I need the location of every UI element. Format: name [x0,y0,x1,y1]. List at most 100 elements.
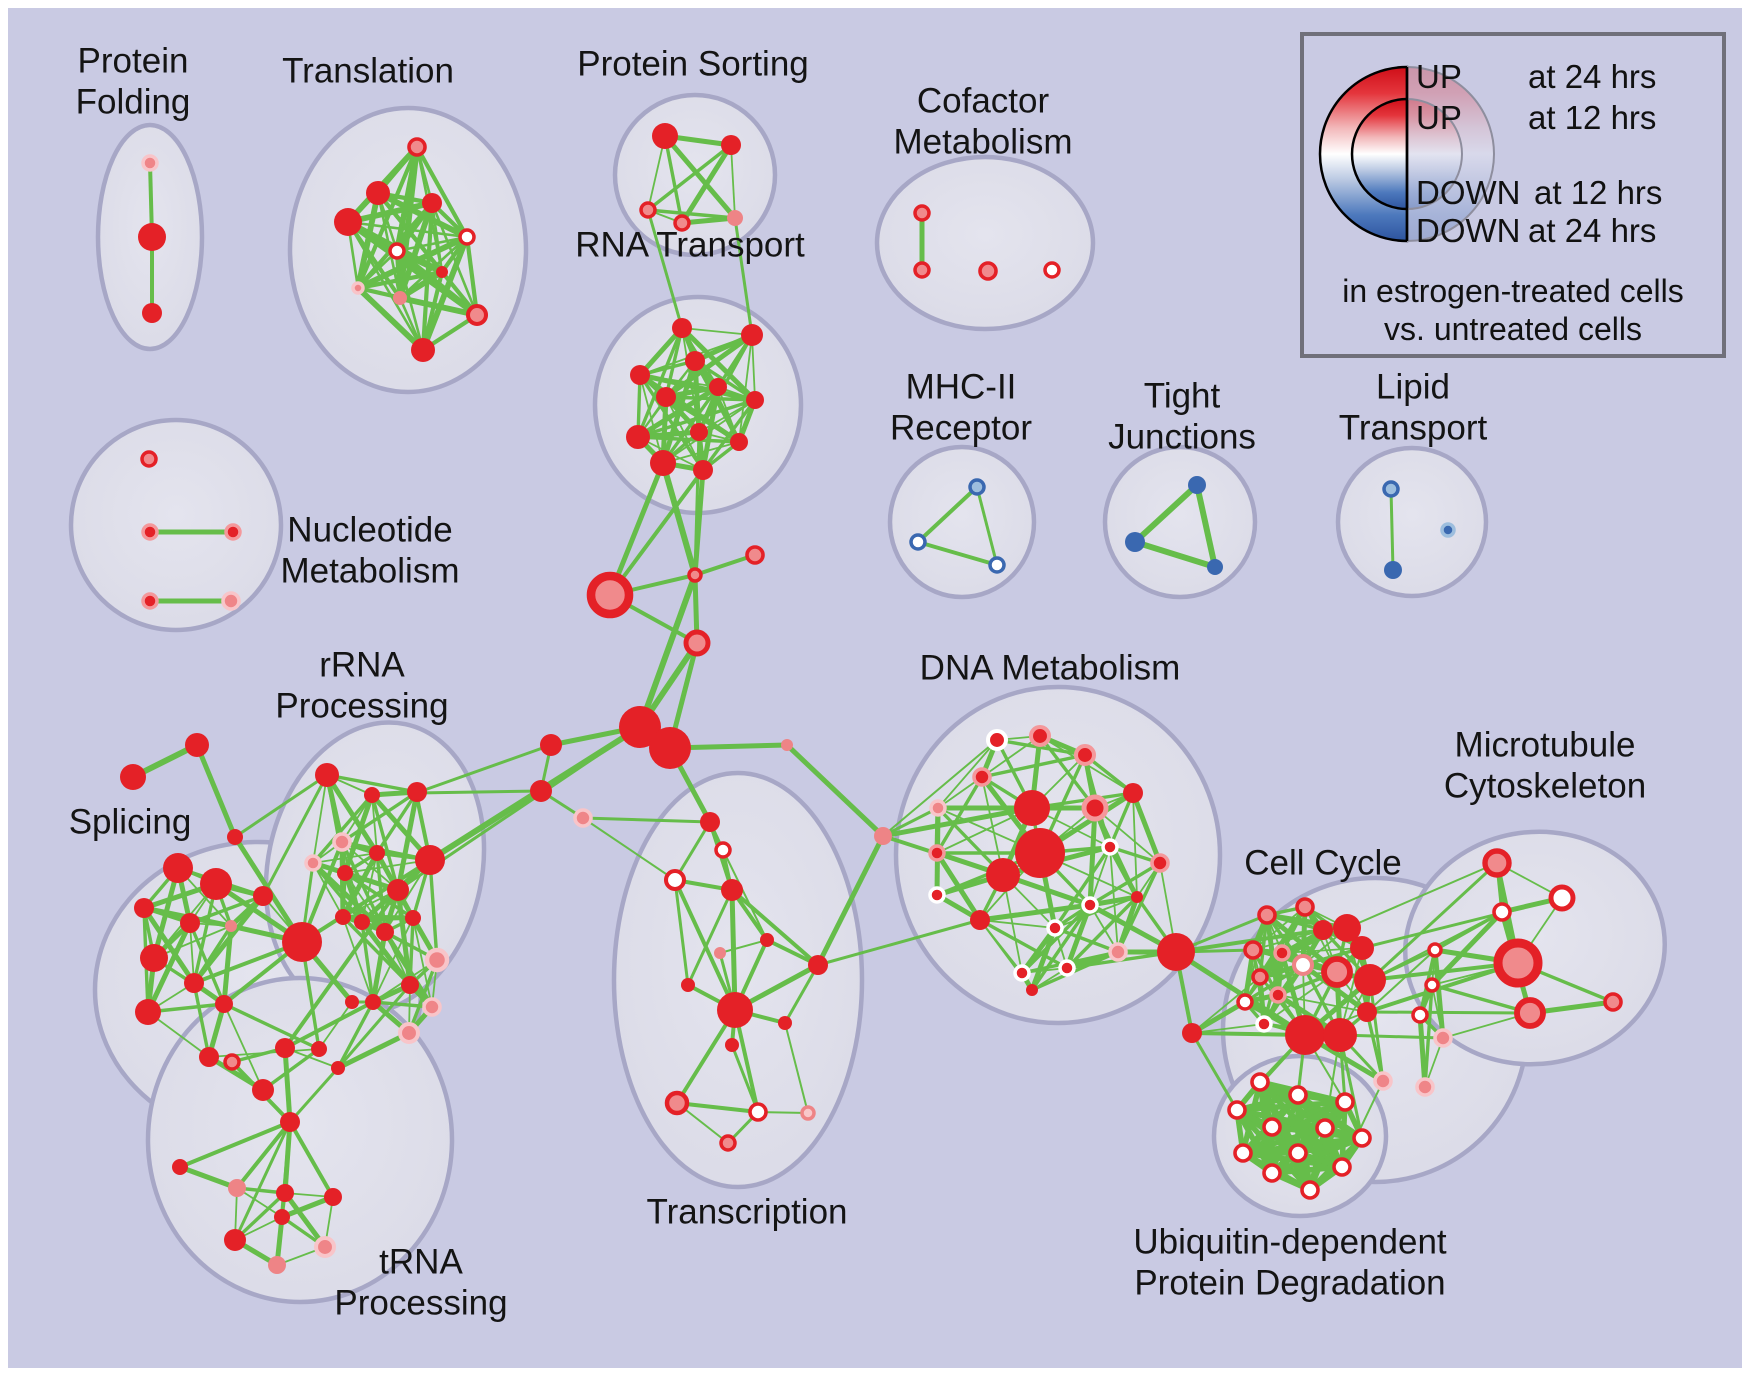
node [709,378,727,396]
edge [233,1121,292,1241]
node [252,1079,274,1101]
edge [261,1047,321,1092]
network-figure [68,92,1667,1305]
edge [722,849,768,941]
node [725,1038,739,1052]
edge [1417,1014,1428,1088]
figure-panel: Protein Folding Translation Protein Sortin… [8,8,1742,1368]
node [1262,1163,1282,1183]
edge [733,217,754,336]
edge [738,334,753,443]
node [1354,964,1386,996]
edge [637,398,756,439]
node [221,591,241,611]
edge [1029,927,1058,991]
edge [312,862,344,918]
node [223,1053,241,1071]
legend-row-4-direction: DOWN [1416,212,1521,249]
cluster-ellipse [874,154,1096,332]
edge [361,917,414,923]
edge [1236,1099,1346,1113]
edge [1252,906,1306,951]
node [364,787,380,803]
node [808,955,828,975]
node [721,135,741,155]
edge [372,917,414,1003]
edge [681,215,736,226]
edge [1389,488,1395,571]
edge [1134,539,1216,570]
node [274,1209,290,1225]
node [315,763,339,787]
node [1357,1002,1377,1022]
edge [817,918,981,967]
edge [582,817,676,881]
edge [357,250,398,289]
node [656,387,676,407]
edge [234,773,328,839]
edge [346,221,425,351]
node [393,291,407,305]
node [141,154,159,172]
node [332,832,352,852]
node [351,281,365,295]
edge [660,462,698,576]
edge [917,540,998,567]
edge [282,1191,328,1249]
node [968,478,986,496]
edge [324,773,380,855]
edge [189,894,264,925]
edge [415,145,469,239]
node [1333,914,1361,942]
edge [372,1000,433,1009]
node [120,764,146,790]
edge [730,888,820,967]
edge [356,146,419,289]
node [1321,956,1353,988]
edge [1190,999,1247,1036]
node [365,994,381,1010]
node [215,995,233,1013]
node [672,318,692,338]
node [1227,1100,1247,1120]
node [465,303,489,327]
edge [223,1002,320,1051]
edge [1132,792,1138,898]
edge [1366,1010,1531,1015]
node [280,1112,300,1132]
node [1427,942,1443,958]
edge [676,1101,759,1114]
node [1257,905,1277,925]
legend-row-3-direction: DOWN [1416,174,1521,211]
edge [1432,949,1446,1039]
node [1440,522,1456,538]
node [409,786,423,800]
edge [975,486,999,566]
node [1043,261,1061,279]
node [424,947,450,973]
legend-box: UP at 24 hrs UP at 12 hrs DOWN at 12 hrs… [1300,32,1726,358]
node [714,947,726,959]
node [1288,1143,1308,1163]
node [1350,936,1374,960]
node [397,1021,421,1045]
node [1269,986,1287,1004]
edge [1190,1032,1239,1111]
node [1243,940,1263,960]
node [664,1090,690,1116]
edge [1277,994,1368,1013]
cluster-ellipse [1102,444,1258,600]
node [422,193,442,213]
edge [347,200,433,225]
edge [679,143,734,225]
edge [1194,484,1218,568]
legend-inner-left-half [1350,97,1409,211]
node [630,365,650,385]
node [986,858,1020,892]
edge [680,326,757,402]
edge [1054,926,1119,954]
node [276,1184,294,1202]
edge [1130,792,1163,864]
node [313,1235,337,1259]
node [929,799,947,817]
